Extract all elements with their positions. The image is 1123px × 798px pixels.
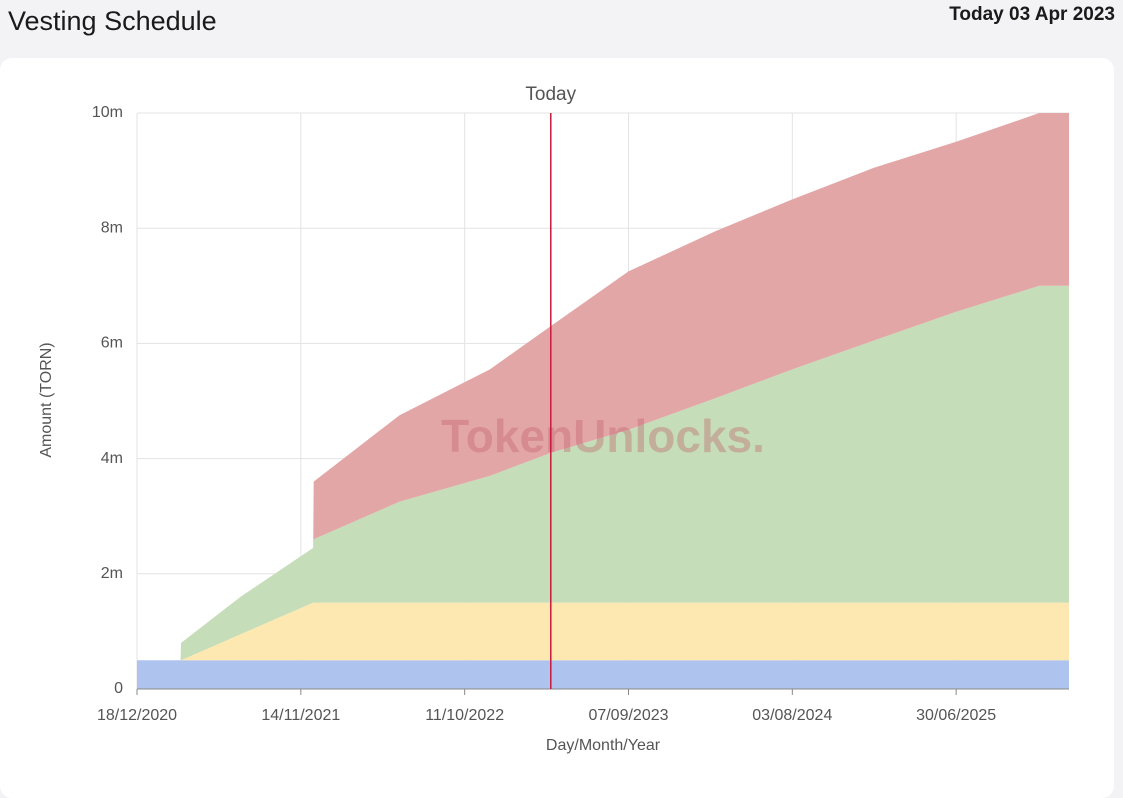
x-tick-label: 03/08/2024	[752, 707, 832, 724]
watermark: TokenUnlocks.	[441, 410, 765, 462]
area-layer	[137, 285, 1069, 661]
y-tick-label: 10m	[92, 104, 123, 121]
x-tick-label: 18/12/2020	[97, 707, 177, 724]
y-tick-label: 2m	[101, 565, 123, 582]
y-tick-label: 8m	[101, 219, 123, 236]
x-tick-label: 14/11/2021	[261, 707, 340, 724]
x-tick-label: 30/06/2025	[916, 707, 996, 724]
y-axis-label: Amount (TORN)	[38, 342, 55, 457]
area-layer	[137, 113, 1069, 661]
x-tick-label: 11/10/2022	[425, 707, 504, 724]
today-date: Today 03 Apr 2023	[949, 4, 1115, 25]
area-layer	[137, 602, 1069, 661]
y-tick-label: 6m	[101, 335, 123, 352]
area-layer	[137, 660, 1069, 689]
page-title: Vesting Schedule	[8, 6, 217, 36]
y-tick-label: 4m	[101, 450, 123, 467]
x-tick-label: 07/09/2023	[588, 707, 668, 724]
x-axis-label: Day/Month/Year	[546, 737, 661, 754]
today-label: Today	[525, 84, 576, 105]
y-tick-label: 0	[114, 680, 123, 697]
